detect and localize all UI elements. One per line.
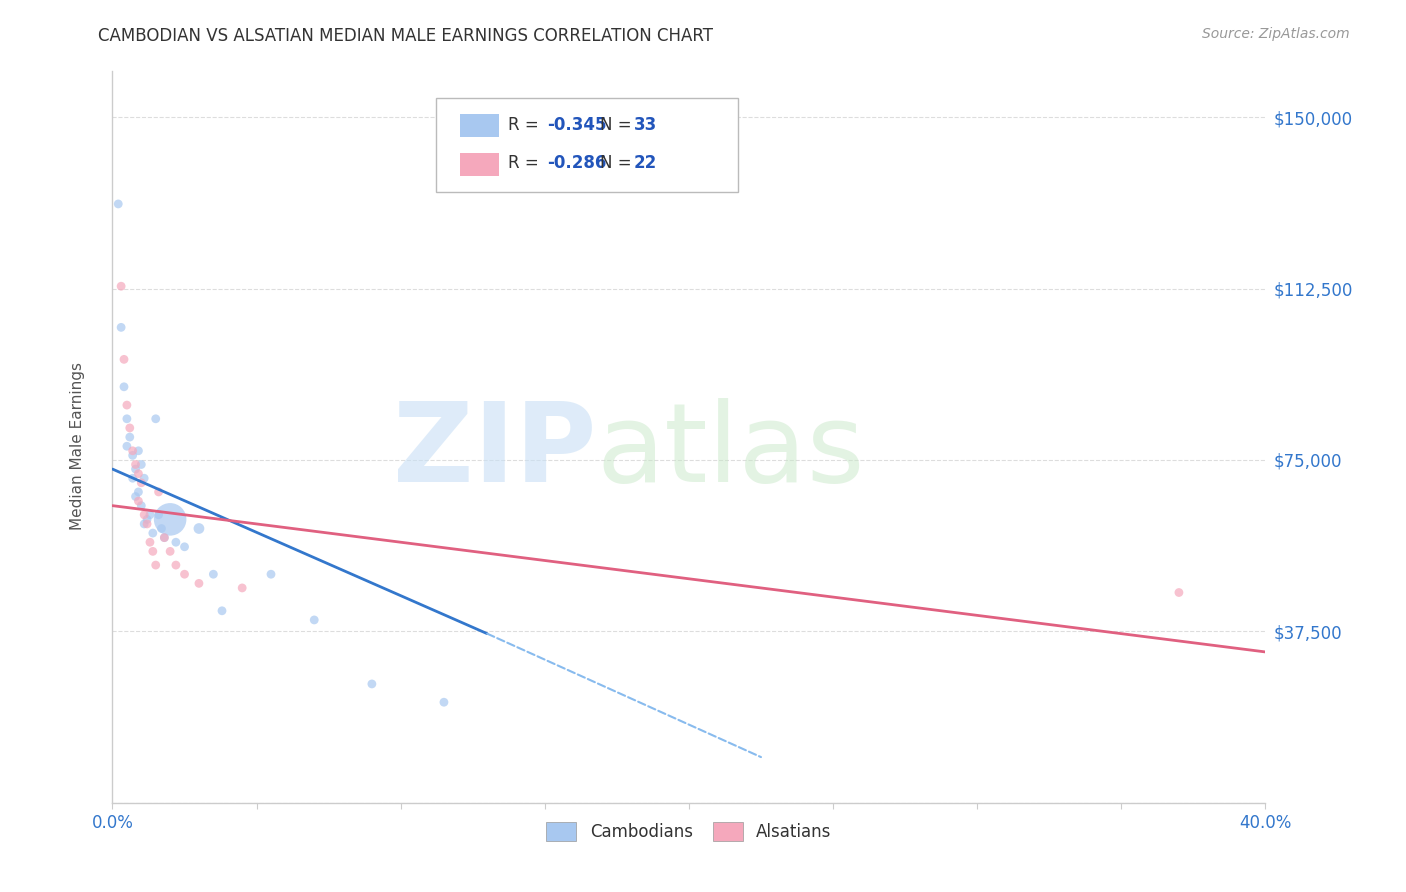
Point [153, 531, 176, 545]
Point [165, 558, 187, 573]
Text: 22: 22 [634, 154, 658, 172]
Point [260, 567, 283, 582]
Point [188, 576, 211, 591]
Point [127, 494, 149, 508]
Point [127, 443, 149, 458]
Point [129, 475, 153, 490]
Point [145, 411, 167, 425]
Point [231, 581, 253, 595]
Point [1167, 585, 1189, 599]
Text: atlas: atlas [596, 398, 865, 505]
Point [148, 484, 170, 499]
Point [304, 613, 326, 627]
Legend: Cambodians, Alsatians: Cambodians, Alsatians [538, 814, 839, 849]
Point [112, 352, 135, 367]
Point [115, 411, 138, 425]
Point [124, 458, 146, 472]
Text: N =: N = [600, 116, 637, 134]
Point [173, 540, 195, 554]
Point [145, 558, 167, 573]
Point [433, 695, 456, 709]
Text: ZIP: ZIP [394, 398, 596, 505]
Point [129, 499, 153, 513]
Text: CAMBODIAN VS ALSATIAN MEDIAN MALE EARNINGS CORRELATION CHART: CAMBODIAN VS ALSATIAN MEDIAN MALE EARNIN… [98, 27, 713, 45]
Point [139, 508, 162, 522]
Point [127, 484, 149, 499]
Text: Source: ZipAtlas.com: Source: ZipAtlas.com [1202, 27, 1350, 41]
Point [110, 320, 132, 334]
Point [118, 421, 141, 435]
Point [115, 439, 138, 453]
Point [127, 467, 149, 481]
Point [360, 677, 382, 691]
Point [124, 462, 146, 476]
Point [112, 380, 135, 394]
Point [136, 512, 159, 526]
Point [118, 430, 141, 444]
Text: R =: R = [508, 154, 544, 172]
Text: -0.286: -0.286 [547, 154, 606, 172]
Point [134, 471, 156, 485]
Point [142, 526, 165, 541]
Point [202, 567, 225, 582]
Point [153, 531, 176, 545]
Point [173, 567, 195, 582]
Point [159, 544, 181, 558]
Text: R =: R = [508, 116, 544, 134]
Point [121, 443, 143, 458]
Point [121, 448, 143, 462]
Point [110, 279, 132, 293]
Text: 33: 33 [634, 116, 658, 134]
Point [115, 398, 138, 412]
Point [124, 490, 146, 504]
Text: -0.345: -0.345 [547, 116, 606, 134]
Point [121, 471, 143, 485]
Point [142, 544, 165, 558]
Point [107, 197, 129, 211]
Point [150, 521, 173, 535]
Point [134, 508, 156, 522]
Point [136, 516, 159, 531]
Point [159, 512, 181, 526]
Point [148, 508, 170, 522]
Point [139, 535, 162, 549]
Point [211, 604, 233, 618]
Point [165, 535, 187, 549]
Point [129, 458, 153, 472]
Text: N =: N = [600, 154, 637, 172]
Text: Median Male Earnings: Median Male Earnings [70, 362, 84, 530]
Point [188, 521, 211, 535]
Point [134, 516, 156, 531]
